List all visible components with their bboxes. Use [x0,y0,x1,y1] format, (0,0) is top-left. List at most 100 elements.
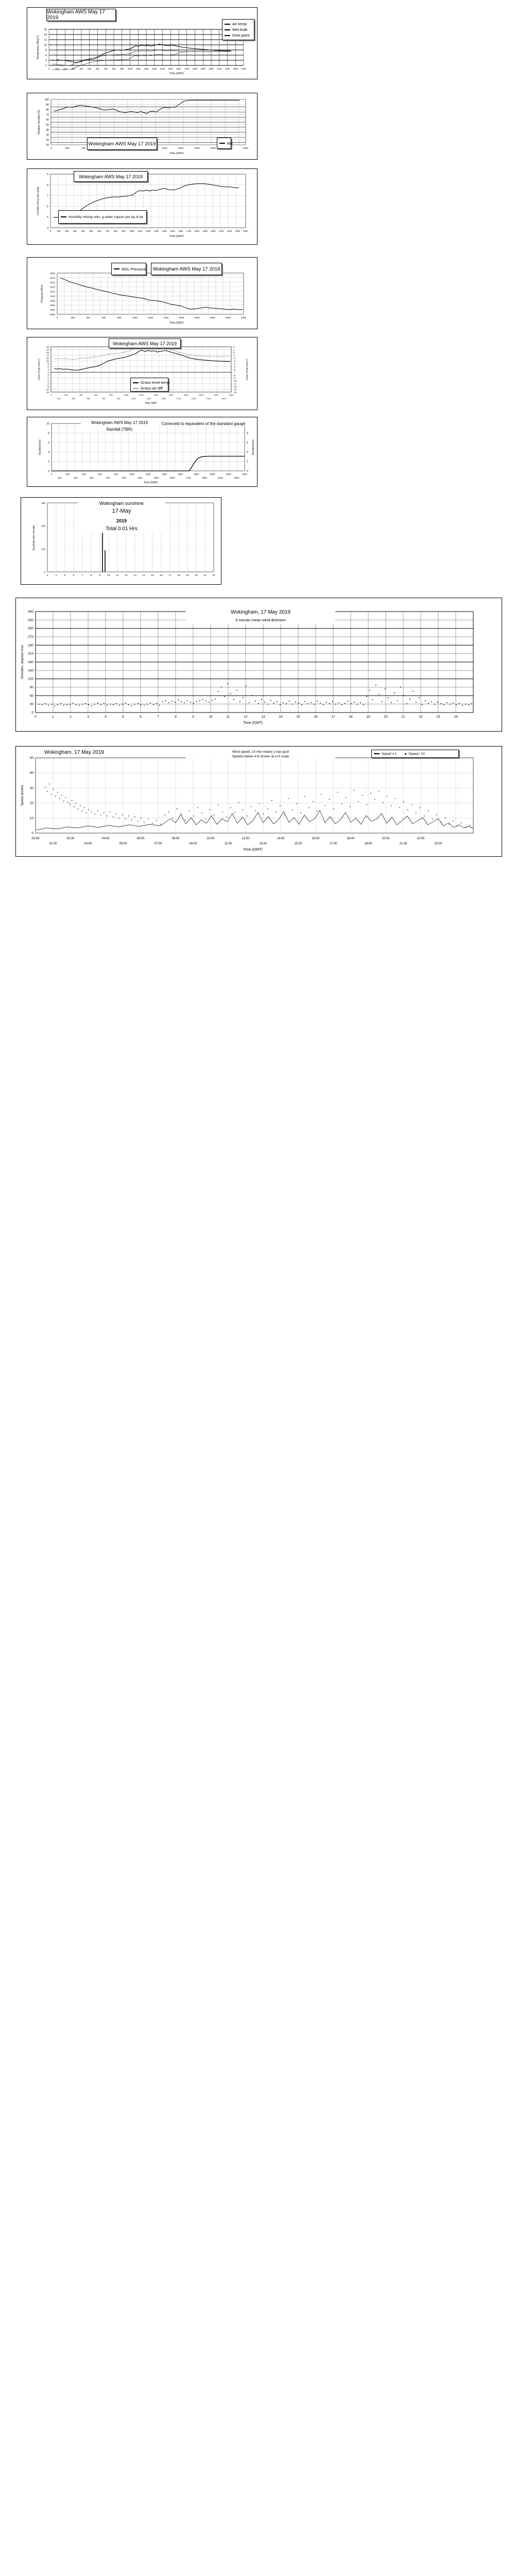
svg-text:100: 100 [58,477,62,479]
wind-speed-chart-svg: 50 40 30 20 10 0 Speed (knots) [21,756,474,852]
svg-text:1300: 1300 [146,397,151,400]
svg-text:11: 11 [116,574,119,577]
chart-title-text: Wokingham AWS May 17 2019 [78,174,143,179]
svg-text:7: 7 [82,574,83,577]
legend-label: MSL Pressure [122,266,146,272]
svg-text:12: 12 [125,574,128,577]
legend-line-icon [219,143,225,144]
svg-text:700: 700 [106,477,110,479]
legend-item-grass-level-temp: Grass level temp [133,380,169,385]
svg-text:50: 50 [30,756,34,760]
svg-text:1500: 1500 [168,67,174,70]
pressure-chart-svg: 1015 1014 1013 1012 1011 1010 1009 1008 1007 1… [41,272,247,325]
svg-text:500: 500 [88,67,92,70]
svg-text:2400: 2400 [241,316,247,319]
svg-text:2200: 2200 [214,394,219,396]
svg-text:15: 15 [296,715,300,719]
svg-text:-8: -8 [47,385,49,388]
panel-mixing-ratio: 9 8 7 6 5 4 Humidity mixing ratio (g/kg) 0 10… [27,168,258,245]
svg-text:11:00: 11:00 [225,842,232,845]
svg-text:0: 0 [233,351,235,354]
svg-text:100: 100 [45,98,49,101]
legend-item-msl-pressure: MSL Pressure [114,266,146,272]
legend-line-icon [225,35,230,36]
svg-text:1600: 1600 [169,394,174,396]
svg-text:23:00: 23:00 [434,842,442,845]
svg-text:9: 9 [99,574,101,577]
svg-text:21: 21 [203,574,207,577]
svg-text:30: 30 [30,703,34,706]
legend-label: Air temp [232,22,247,26]
svg-text:4: 4 [45,59,47,62]
svg-text:Time (GMT): Time (GMT) [169,321,184,325]
svg-text:11: 11 [227,715,230,719]
legend-item-speed-x1: Speed x 1 [374,751,397,757]
svg-text:360: 360 [28,610,33,614]
svg-text:7: 7 [47,195,48,198]
svg-text:1900: 1900 [203,230,208,232]
mixing-ratio-chart-svg: 9 8 7 6 5 4 Humidity mixing ratio (g/kg) 0 10… [37,173,248,238]
svg-text:Relative humidity (%): Relative humidity (%) [38,110,41,134]
svg-text:Time (GMT): Time (GMT) [169,152,184,155]
legend-grass-temp: Grass level temp Grass-air diff [130,378,169,392]
svg-text:2100: 2100 [207,397,212,400]
svg-text:8: 8 [175,715,177,719]
svg-text:600: 600 [97,230,101,232]
chart-title-wind-direction: Wokingham, 17 May 2019 5 minute mean win… [186,608,335,624]
svg-text:4: 4 [48,368,49,371]
svg-text:0: 0 [48,470,49,473]
svg-text:-13: -13 [233,388,237,391]
svg-text:0: 0 [48,374,49,377]
svg-text:5: 5 [47,216,48,219]
svg-text:400: 400 [86,316,90,319]
svg-text:1014: 1014 [50,277,56,279]
svg-text:14: 14 [46,354,49,357]
svg-text:16: 16 [44,28,47,31]
chart-subtitle-year: 2019 [116,518,127,523]
svg-text:2: 2 [48,371,49,374]
svg-text:2: 2 [70,715,72,719]
svg-text:900: 900 [117,397,121,400]
svg-text:300: 300 [73,230,77,232]
svg-text:8: 8 [45,49,47,52]
legend-item-air-temp: Air temp [225,21,252,27]
svg-text:4: 4 [105,715,107,719]
svg-text:800: 800 [112,67,116,70]
svg-text:10:00: 10:00 [207,837,215,840]
svg-text:4: 4 [247,451,248,454]
svg-text:2200: 2200 [226,473,231,476]
svg-text:4: 4 [48,451,49,454]
legend-temperature: Air temp Wet bulb Dew point [222,19,254,40]
svg-text:13:00: 13:00 [259,842,267,845]
svg-text:1600: 1600 [179,316,184,319]
svg-text:2400: 2400 [242,473,247,476]
svg-text:100: 100 [57,230,61,232]
svg-text:330: 330 [28,618,33,622]
svg-text:0: 0 [57,316,58,319]
legend-item-dew-point: Dew point [225,32,252,38]
svg-text:12: 12 [44,39,47,42]
svg-text:100: 100 [41,548,45,550]
svg-text:1010: 1010 [50,295,56,298]
svg-text:4: 4 [56,574,57,577]
chart-title-text: Wokingham sunshine [99,501,144,506]
svg-text:40: 40 [30,771,34,775]
svg-text:Rainfall (mm): Rainfall (mm) [39,439,42,455]
svg-text:6: 6 [48,442,49,445]
svg-text:200: 200 [63,67,67,70]
svg-text:Time (GMT): Time (GMT) [169,72,184,75]
svg-text:20: 20 [46,346,49,348]
svg-text:Direction, degrees true: Direction, degrees true [21,645,24,679]
chart-title-text: Wokingham, 17 May 2019 [231,609,290,615]
svg-text:500: 500 [87,397,91,400]
svg-text:120: 120 [28,677,33,681]
svg-text:13: 13 [133,574,136,577]
svg-text:1009: 1009 [50,299,56,302]
legend-mixing-ratio: Humidity mixing ratio, g water vapour pe… [58,210,147,224]
svg-text:0: 0 [51,473,53,476]
legend-line-icon [225,23,230,25]
svg-text:1800: 1800 [193,67,198,70]
svg-text:14: 14 [279,715,283,719]
